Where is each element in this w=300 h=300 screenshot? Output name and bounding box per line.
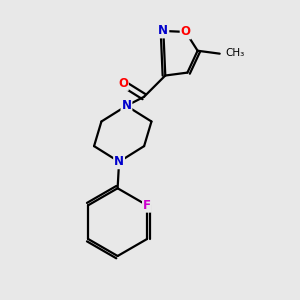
Text: N: N — [122, 99, 131, 112]
Text: O: O — [118, 77, 128, 90]
Text: O: O — [181, 26, 190, 38]
Text: N: N — [114, 155, 124, 168]
Text: F: F — [143, 199, 151, 212]
Text: N: N — [158, 25, 168, 38]
Text: CH₃: CH₃ — [225, 48, 244, 58]
